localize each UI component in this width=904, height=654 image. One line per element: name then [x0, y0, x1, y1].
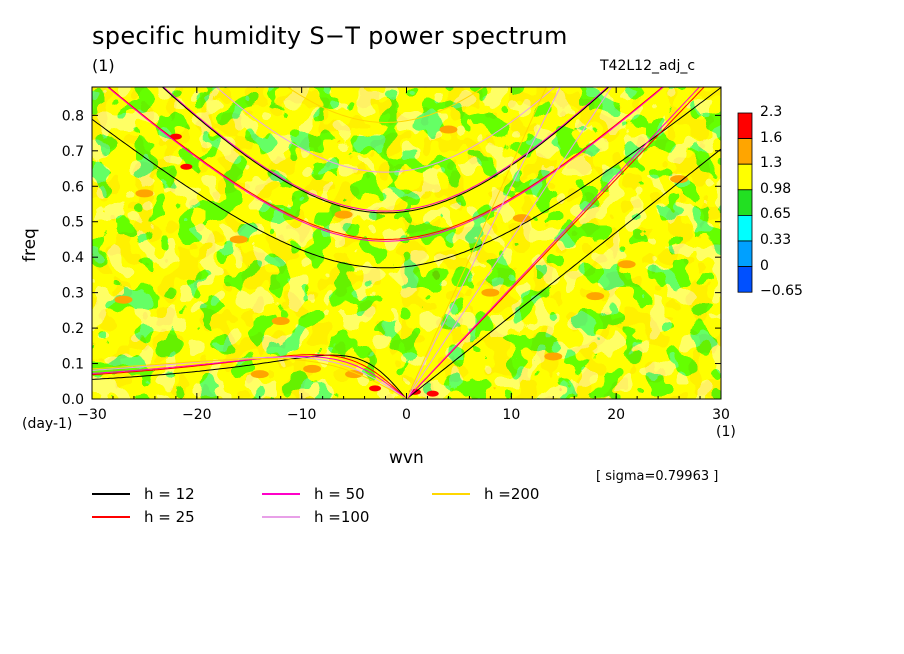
colorbar-level-label: 1.6: [760, 129, 783, 146]
h12-rossby-curve: [92, 354, 407, 399]
legend-label: h =100: [314, 508, 370, 526]
legend-item: h = 12: [92, 485, 195, 503]
h100-rossby-curve: [92, 356, 407, 399]
power-peak: [334, 210, 353, 219]
power-peak: [426, 390, 439, 397]
h25-ig-curve: [107, 87, 664, 241]
x-tick-label: 0: [402, 407, 411, 423]
y-tick-label: 0.7: [62, 144, 84, 160]
x-tick-label: −10: [287, 407, 317, 423]
y-tick-label: 0.2: [62, 321, 84, 337]
power-peak: [114, 295, 133, 304]
legend-line-swatch: [92, 516, 130, 518]
y-axis-label: freq: [20, 228, 40, 262]
y-axis: 0.0 0.1 0.2 0.3 0.4 0.5 0.6 0.7 0.8: [62, 108, 721, 408]
power-peak: [180, 163, 193, 170]
legend-line-swatch: [432, 493, 470, 495]
h12-ig-curve-2: [161, 87, 610, 214]
legend-item: h = 50: [262, 485, 365, 503]
legend-line-swatch: [92, 493, 130, 495]
y-tick-label: 0.6: [62, 179, 84, 195]
colorbar: [737, 112, 753, 293]
kelvin-line: [406, 87, 705, 399]
kelvin-line: [406, 87, 613, 399]
colorbar-level-label: 0: [760, 257, 769, 274]
h12-ig-curve: [92, 87, 721, 269]
legend-label: h =200: [484, 485, 540, 503]
dispersion-curves: [92, 87, 721, 399]
chart-title: specific humidity S−T power spectrum: [92, 22, 568, 50]
power-peak: [617, 260, 636, 269]
y-tick-label: 0.1: [62, 357, 84, 373]
x-axis-label: wvn: [389, 448, 424, 468]
y-tick-label: 0.8: [62, 108, 84, 124]
legend-label: h = 50: [314, 485, 365, 503]
y-axis-unit: (day-1): [22, 416, 73, 432]
x-tick-label: 30: [712, 407, 730, 423]
colorbar-level-label: 0.33: [760, 232, 792, 248]
power-peak: [586, 292, 605, 301]
colorbar-swatch: [737, 266, 753, 293]
h50-ig-curve-2: [162, 87, 609, 212]
h100-ig-curve: [215, 87, 556, 173]
plot-area: [91, 86, 722, 400]
y-tick-label: 0.3: [62, 286, 84, 302]
colorbar-level-label: 1.3: [760, 155, 783, 172]
h50-ig-curve: [106, 87, 665, 242]
kelvin-line: [406, 87, 561, 399]
h50-rossby-curve: [92, 356, 407, 399]
power-peak: [345, 370, 364, 379]
x-axis: −30 −20 −10 0 10 20 30: [77, 87, 730, 423]
kelvin-line: [406, 87, 701, 399]
x-tick-label: −30: [77, 407, 107, 423]
chart-subtitle: (1): [92, 56, 115, 75]
colorbar-swatch: [737, 163, 753, 191]
colorbar-swatch: [737, 189, 753, 216]
power-peaks: [114, 125, 689, 397]
colorbar-level-label: 0.65: [760, 206, 792, 223]
run-id: T42L12_adj_c: [600, 58, 696, 74]
power-peak: [250, 370, 269, 379]
power-peak: [670, 175, 689, 184]
legend-item: h =100: [262, 508, 369, 526]
y-tick-label: 0.0: [62, 392, 84, 408]
x-tick-label: 10: [502, 407, 520, 423]
power-peak: [303, 364, 322, 373]
colorbar-swatch: [737, 112, 753, 140]
h200-ig-curve: [286, 87, 485, 124]
legend-label: h = 12: [144, 485, 195, 503]
colorbar-level-label: −0.65: [760, 283, 803, 300]
colorbar-swatch: [737, 240, 753, 268]
power-peak: [481, 288, 500, 297]
power-peak: [439, 125, 458, 134]
legend-line-swatch: [262, 493, 300, 495]
power-field: [92, 87, 721, 399]
kelvin-line: [406, 87, 547, 399]
colorbar-level-label: 2.3: [760, 104, 783, 120]
x-tick-label: 20: [607, 407, 625, 423]
h200-rossby-curve: [92, 358, 407, 399]
legend-item: h = 25: [92, 508, 195, 526]
power-peak: [135, 189, 154, 198]
power-peak: [229, 235, 248, 244]
colorbar-swatch: [737, 214, 753, 242]
colorbar-swatch: [737, 138, 753, 165]
legend-item: h =200: [432, 485, 539, 503]
legend-line-swatch: [262, 516, 300, 518]
y-tick-label: 0.4: [62, 250, 84, 266]
x-tick-label: −20: [182, 407, 212, 423]
power-peak: [369, 385, 382, 392]
y-tick-label: 0.5: [62, 215, 84, 231]
x-axis-unit: (1): [716, 424, 736, 440]
power-peak: [544, 352, 563, 361]
power-peak: [271, 317, 290, 325]
kelvin-line: [406, 148, 721, 399]
sigma-note: [ sigma=0.79963 ]: [596, 469, 719, 484]
colorbar-level-label: 0.98: [760, 180, 792, 197]
legend-label: h = 25: [144, 508, 195, 526]
